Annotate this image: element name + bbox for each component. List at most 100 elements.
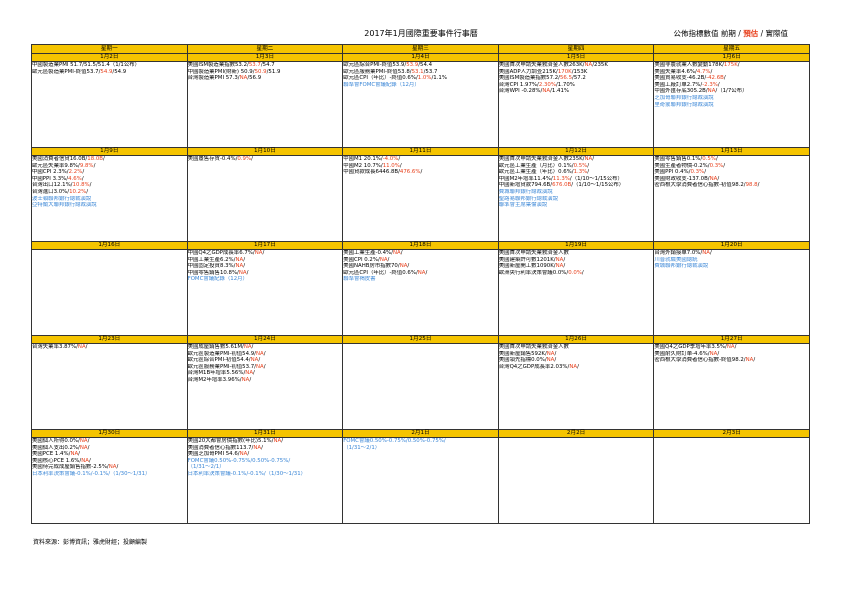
event-previous: 台灣製造業PMI 57.3/ — [187, 75, 240, 82]
event-previous: 中國貸款成長6446.8B/ — [343, 169, 400, 176]
event-predicted: NA — [243, 344, 252, 351]
event-previous: 台灣M1B年增率5.56%/ — [187, 370, 246, 377]
event-predicted: NA — [255, 363, 264, 370]
event-actual: /56.9 — [247, 75, 262, 82]
event-line: 波士頓聯邦銀行總裁演說 — [32, 196, 186, 203]
event-predicted: -2.3% — [702, 81, 718, 88]
event-line: 歐元區失業率9.8%/9.8%/ — [32, 162, 186, 170]
event-actual: / — [82, 169, 85, 176]
date-label: 1月30日 — [31, 429, 188, 438]
event-line: 台灣CPI 1.97%/2.30%/1.70% — [499, 81, 653, 89]
date-label: 1月11日 — [342, 147, 499, 156]
day-cell — [497, 437, 655, 524]
event-speech: 日本利率決策會議-0.1%/-0.1%/（1/30～1/31） — [187, 470, 307, 477]
date-label: 1月18日 — [342, 241, 499, 250]
event-previous: 歐洲央行利率決策會議0.0%/ — [498, 269, 569, 276]
event-previous: 中國M2 10.7%/ — [343, 162, 383, 169]
event-line: 美國ISM製造業指數53.2/53.7/54.7 — [188, 62, 342, 69]
event-previous: 美國消費者信心指數113.7/ — [187, 444, 254, 451]
legend: 公佈指標數值 前期 / 預估 / 實際值 — [674, 28, 789, 39]
event-actual: / — [563, 263, 566, 270]
event-actual: / — [102, 156, 105, 163]
event-line: 美國CPI 0.2%/NA/ — [344, 256, 498, 264]
event-actual: / — [425, 269, 428, 276]
event-previous: 歐元區綜合PMI-初值54.4/ — [187, 357, 251, 364]
event-predicted: 0.3% — [690, 169, 705, 176]
event-predicted: NA — [546, 357, 555, 364]
event-previous: 歐元區工業生產（年比）0.6%/ — [498, 169, 574, 176]
event-actual: /（1/10～1/15公布） — [569, 175, 623, 182]
event-line: 美國失業率4.6%/4.7%/ — [655, 68, 809, 76]
event-predicted: 4.6% — [68, 175, 82, 182]
event-line: 美國首次申請失業救濟金人數263K/NA/235K — [499, 63, 653, 69]
event-line: 聯準會主席葉倫演說 — [499, 202, 653, 209]
event-previous: 美國待完成成屋銷售指數-2.5%/ — [32, 464, 109, 471]
event-previous: 美國耐久財訂單-4.6%/ — [654, 350, 710, 357]
event-predicted: 53.1 — [411, 68, 424, 75]
event-line: 美國ISM製造業指數57.2/56.5/57.2 — [499, 75, 653, 82]
event-actual: /1.41% — [550, 88, 570, 95]
date-label: 1月4日 — [342, 53, 499, 62]
event-actual: / — [717, 350, 720, 357]
event-line: 美國消費者信貸16.0B/18.0B/ — [32, 156, 186, 163]
event-actual: / — [715, 156, 718, 163]
event-speech: 里奇蒙聯邦銀行總裁演說 — [654, 101, 714, 108]
event-line: 美國零售銷售0.1%/0.5%/ — [654, 156, 809, 163]
day-cell: 美國工業生產-0.4%/NA/美國CPI 0.2%/NA/美國NAHB房市指數7… — [342, 249, 499, 336]
event-predicted: NA — [255, 350, 264, 357]
date-label: 1月3日 — [186, 53, 344, 62]
event-actual: / — [717, 81, 720, 88]
event-actual: / — [246, 269, 249, 276]
date-label: 2月3日 — [653, 429, 810, 438]
event-line: 美國工廠訂單2.7%/-2.3%/ — [655, 81, 809, 89]
event-previous: 美國20大都會房價指數(年比)5.1%/ — [187, 438, 274, 445]
event-line: 聖路易聯邦銀行總裁演說 — [499, 196, 653, 203]
event-previous: 台灣失業率3.87%/ — [32, 344, 78, 351]
event-line: 台灣出口12.1%/10.8%/ — [32, 182, 186, 189]
day-cell: 美國首次申請失業救濟金人數235K/NA/歐元區工業生產（月比）0.1%/0.5… — [497, 155, 655, 242]
event-predicted: NA — [745, 357, 754, 364]
event-predicted: 2.2% — [68, 169, 83, 176]
event-actual: / — [563, 256, 566, 263]
event-actual: / — [710, 68, 713, 75]
event-actual: /54.7 — [260, 62, 275, 69]
event-predicted: 0.0% — [568, 269, 582, 276]
event-line: 中國製造業PMI 51.7/51.5/51.4（1/1公布） — [32, 63, 186, 69]
event-actual: / — [757, 182, 760, 189]
event-line: 台灣進口3.0%/10.2%/ — [32, 189, 186, 196]
event-line: 美國貿易收支-46.2B/-42.6B/ — [655, 75, 809, 82]
day-cell: 美國非農就業人數變動178K/175K/美國失業率4.6%/4.7%/美國貿易收… — [653, 61, 810, 148]
event-actual: / — [587, 162, 590, 169]
event-actual: / — [81, 175, 84, 182]
event-line: 美國非農就業人數變動178K/175K/ — [655, 63, 809, 69]
event-previous: 美國Q4之GDP季增年率3.5%/ — [654, 344, 727, 351]
weekday-monday: 星期一 — [31, 44, 188, 54]
event-previous: 歐元區服務業PMI-終值53.8/ — [343, 68, 412, 75]
event-actual: / — [387, 256, 390, 263]
event-predicted: 53.7 — [248, 62, 261, 69]
event-previous: 歐元區失業率9.8%/ — [32, 162, 80, 169]
event-predicted: NA — [79, 438, 88, 445]
event-actual: /1.70% — [555, 81, 575, 88]
event-previous: 密西根大學消費者信心指數-終值98.2/ — [654, 357, 746, 364]
event-actual: / — [723, 162, 726, 169]
event-line: 中國CPI 2.3%/2.2%/ — [32, 169, 186, 176]
event-previous: 美國零售銷售0.1%/ — [654, 156, 703, 163]
event-line: 中國M2年增率11.4%/11.3%/（1/10～1/15公布） — [499, 175, 653, 183]
event-predicted: 56.5 — [560, 75, 573, 82]
event-line: 美國20大都會房價指數(年比)5.1%/NA/ — [187, 438, 342, 445]
event-line: 中國Q4之GDP成長率6.7%/NA/ — [188, 251, 342, 257]
event-previous: 美國ADP人力調查215K/ — [498, 68, 558, 75]
event-predicted: NA — [393, 250, 401, 257]
event-line: 美國生產者物價-0.2%/0.3%/ — [655, 162, 809, 170]
event-predicted: NA — [702, 250, 710, 257]
event-actual: / — [258, 357, 261, 364]
event-actual: / — [78, 451, 80, 458]
day-cell: 美國Q4之GDP季增年率3.5%/NA/美國耐久財訂單-4.6%/NA/密西根大… — [653, 343, 810, 430]
event-actual: / — [88, 457, 91, 464]
event-predicted: 50.9 — [254, 68, 267, 75]
event-line: 中國外匯存底305.2B/NA/（1/7公布） — [655, 88, 809, 95]
event-line: 中國貸款成長6446.8B/476.6%/ — [343, 169, 498, 176]
event-predicted: NA — [546, 350, 555, 357]
event-actual: / — [247, 451, 250, 458]
